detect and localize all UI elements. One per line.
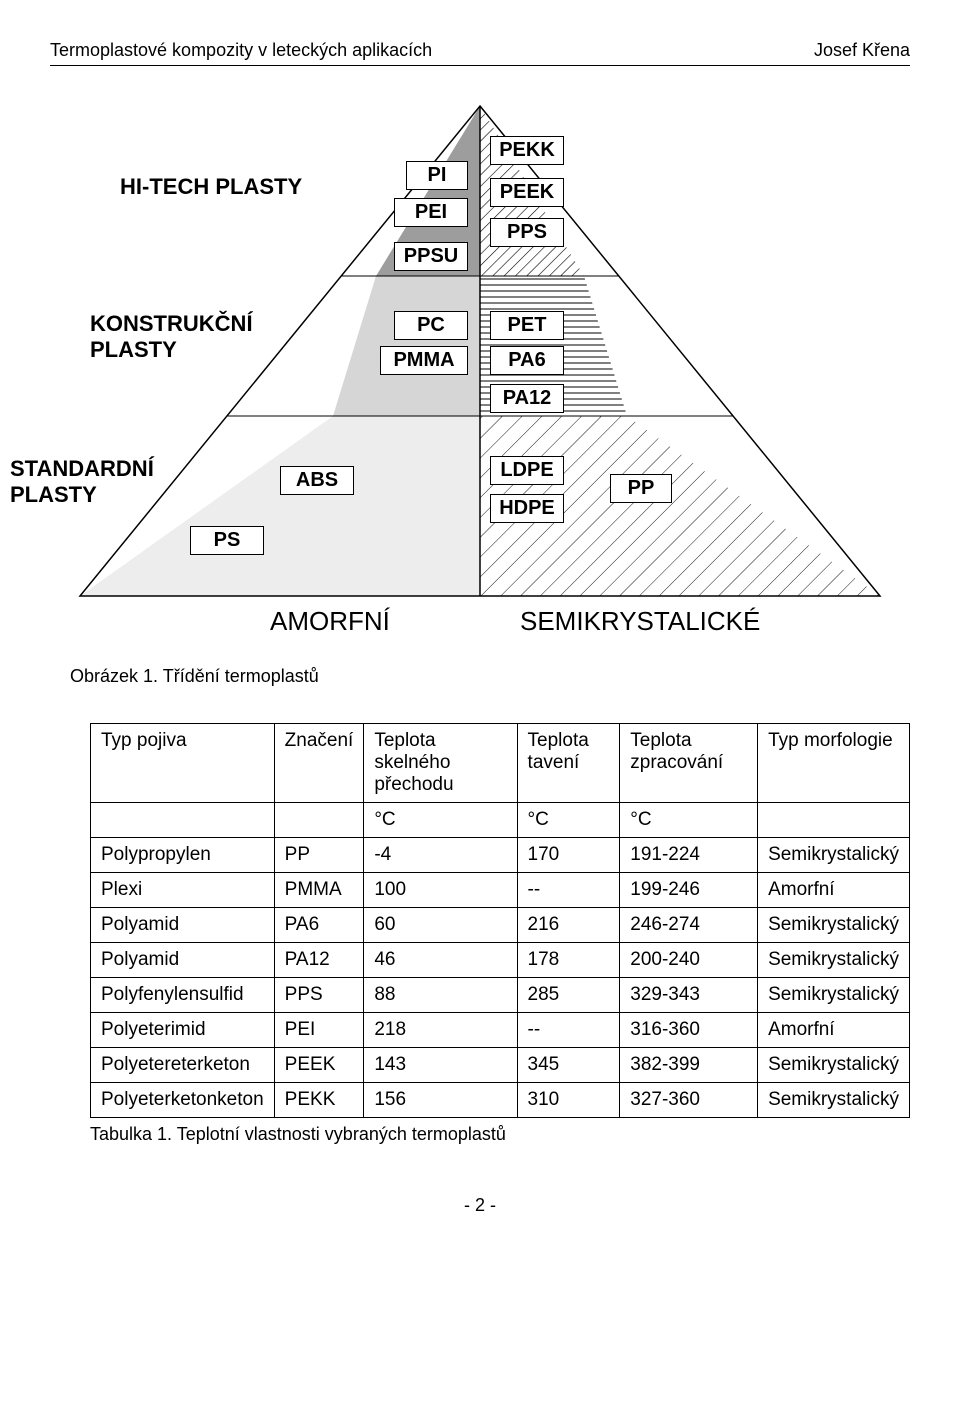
col-typ-pojiva: Typ pojiva xyxy=(91,724,275,803)
header-title: Termoplastové kompozity v leteckých apli… xyxy=(50,40,432,61)
box-pa6: PA6 xyxy=(490,346,564,375)
table-cell: Semikrystalický xyxy=(758,978,910,1013)
table-cell: PMMA xyxy=(274,873,364,908)
table-cell: PEKK xyxy=(274,1083,364,1118)
thermoplast-table: Typ pojiva Značení Teplota skelného přec… xyxy=(90,723,910,1118)
table-cell: -- xyxy=(517,873,620,908)
col-morf: Typ morfologie xyxy=(758,724,910,803)
page-header: Termoplastové kompozity v leteckých apli… xyxy=(50,40,910,61)
table-cell: 46 xyxy=(364,943,517,978)
label-amorfni: AMORFNÍ xyxy=(270,606,390,637)
table-cell: 143 xyxy=(364,1048,517,1083)
box-abs: ABS xyxy=(280,466,354,495)
table-cell: Polypropylen xyxy=(91,838,275,873)
table-unit-row: °C °C °C xyxy=(91,803,910,838)
pyramid-diagram: HI-TECH PLASTY KONSTRUKČNÍ PLASTY STANDA… xyxy=(50,96,910,656)
table-cell: Plexi xyxy=(91,873,275,908)
table-cell: Polyamid xyxy=(91,943,275,978)
label-standardni: STANDARDNÍ PLASTY xyxy=(10,456,154,509)
table-cell: 100 xyxy=(364,873,517,908)
table-row: PolyamidPA1246178200-240Semikrystalický xyxy=(91,943,910,978)
table-cell: Polyfenylensulfid xyxy=(91,978,275,1013)
col-tm: Teplota tavení xyxy=(517,724,620,803)
table-cell: Semikrystalický xyxy=(758,1048,910,1083)
table-cell: 345 xyxy=(517,1048,620,1083)
table-cell: PEI xyxy=(274,1013,364,1048)
table-row: PolypropylenPP-4170191-224Semikrystalick… xyxy=(91,838,910,873)
box-ps: PS xyxy=(190,526,264,555)
table-cell: 310 xyxy=(517,1083,620,1118)
header-author: Josef Křena xyxy=(814,40,910,61)
table-row: PolyetereterketonPEEK143345382-399Semikr… xyxy=(91,1048,910,1083)
box-pc: PC xyxy=(394,311,468,340)
table-cell: Polyeterketonketon xyxy=(91,1083,275,1118)
table-cell: Semikrystalický xyxy=(758,943,910,978)
box-pmma: PMMA xyxy=(380,346,468,375)
table-row: PolyamidPA660216246-274Semikrystalický xyxy=(91,908,910,943)
table-cell: 327-360 xyxy=(620,1083,758,1118)
table-cell: 178 xyxy=(517,943,620,978)
label-konstrukcni: KONSTRUKČNÍ PLASTY xyxy=(90,311,253,364)
table-cell: Semikrystalický xyxy=(758,908,910,943)
table-header-row: Typ pojiva Značení Teplota skelného přec… xyxy=(91,724,910,803)
table-cell: 329-343 xyxy=(620,978,758,1013)
table-cell: 216 xyxy=(517,908,620,943)
table-cell: Amorfní xyxy=(758,1013,910,1048)
table-cell: 316-360 xyxy=(620,1013,758,1048)
table-cell: PEEK xyxy=(274,1048,364,1083)
box-peek: PEEK xyxy=(490,178,564,207)
box-ppsu: PPSU xyxy=(394,242,468,271)
table-cell: PPS xyxy=(274,978,364,1013)
label-semikryst: SEMIKRYSTALICKÉ xyxy=(520,606,760,637)
table-cell: Semikrystalický xyxy=(758,838,910,873)
table-cell: 218 xyxy=(364,1013,517,1048)
figure-caption: Obrázek 1. Třídění termoplastů xyxy=(70,666,910,687)
header-rule xyxy=(50,65,910,66)
box-pp: PP xyxy=(610,474,672,503)
box-hdpe: HDPE xyxy=(490,494,564,523)
table-cell: Polyamid xyxy=(91,908,275,943)
box-pekk: PEKK xyxy=(490,136,564,165)
box-pps: PPS xyxy=(490,218,564,247)
table-row: PolyfenylensulfidPPS88285329-343Semikrys… xyxy=(91,978,910,1013)
table-cell: 88 xyxy=(364,978,517,1013)
table-cell: Semikrystalický xyxy=(758,1083,910,1118)
table-row: PolyeterketonketonPEKK156310327-360Semik… xyxy=(91,1083,910,1118)
table-cell: PA12 xyxy=(274,943,364,978)
table-cell: PP xyxy=(274,838,364,873)
table-cell: 200-240 xyxy=(620,943,758,978)
table-row: PolyeterimidPEI218--316-360Amorfní xyxy=(91,1013,910,1048)
table-cell: -4 xyxy=(364,838,517,873)
table-cell: 285 xyxy=(517,978,620,1013)
table-cell: 199-246 xyxy=(620,873,758,908)
col-tproc: Teplota zpracování xyxy=(620,724,758,803)
box-pet: PET xyxy=(490,311,564,340)
table-cell: 156 xyxy=(364,1083,517,1118)
table-cell: Polyetereterketon xyxy=(91,1048,275,1083)
col-znaceni: Značení xyxy=(274,724,364,803)
table-cell: 60 xyxy=(364,908,517,943)
table-cell: PA6 xyxy=(274,908,364,943)
box-ldpe: LDPE xyxy=(490,456,564,485)
box-pei: PEI xyxy=(394,198,468,227)
table-cell: -- xyxy=(517,1013,620,1048)
table-cell: 246-274 xyxy=(620,908,758,943)
col-tg: Teplota skelného přechodu xyxy=(364,724,517,803)
table-row: PlexiPMMA100--199-246Amorfní xyxy=(91,873,910,908)
label-hitech: HI-TECH PLASTY xyxy=(120,174,302,200)
page-number: - 2 - xyxy=(50,1195,910,1216)
table-cell: Amorfní xyxy=(758,873,910,908)
box-pi: PI xyxy=(406,161,468,190)
table-caption: Tabulka 1. Teplotní vlastnosti vybraných… xyxy=(90,1124,910,1145)
table-cell: 382-399 xyxy=(620,1048,758,1083)
table-cell: 170 xyxy=(517,838,620,873)
table-cell: Polyeterimid xyxy=(91,1013,275,1048)
box-pa12: PA12 xyxy=(490,384,564,413)
table-cell: 191-224 xyxy=(620,838,758,873)
